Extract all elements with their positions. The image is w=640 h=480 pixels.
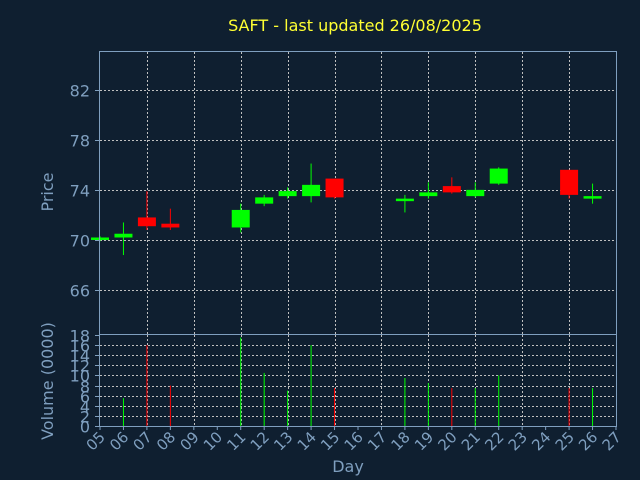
x-tick-label: 26 <box>575 428 601 454</box>
chart-title: SAFT - last updated 26/08/2025 <box>228 16 482 35</box>
volume-tick-label: 18 <box>70 327 90 346</box>
price-axis-label: Price <box>38 172 57 211</box>
volume-tick-label: 0 <box>80 418 90 437</box>
volume-tick-label: 2 <box>80 408 90 427</box>
x-ticks: 0506070809101112131415161718192021222324… <box>83 426 625 454</box>
candle-body <box>466 189 485 197</box>
candle-body <box>278 191 297 197</box>
x-tick-label: 22 <box>481 428 507 454</box>
x-tick-label: 20 <box>434 428 460 454</box>
volume-tick-label: 10 <box>70 367 90 386</box>
candle-body <box>325 178 344 198</box>
x-tick-label: 10 <box>200 428 226 454</box>
volume-tick-label: 14 <box>70 347 90 366</box>
volume-tick-label: 6 <box>80 388 90 407</box>
price-tick-label: 70 <box>70 232 90 251</box>
candle-body <box>137 217 156 227</box>
x-tick-label: 23 <box>505 428 531 454</box>
x-tick-label: 09 <box>176 428 202 454</box>
candle-body <box>395 198 414 202</box>
volume-panel-frame <box>99 334 617 427</box>
x-tick-label: 06 <box>106 428 132 454</box>
x-tick-label: 13 <box>270 428 296 454</box>
volume-axis-label: Volume (0000) <box>38 322 57 440</box>
volume-tick-label: 16 <box>70 337 90 356</box>
price-tick-label: 78 <box>70 132 90 151</box>
price-grid <box>100 52 616 334</box>
x-tick-label: 14 <box>294 428 320 454</box>
x-tick-label: 19 <box>411 428 437 454</box>
x-tick-label: 07 <box>130 428 156 454</box>
x-tick-label: 21 <box>458 428 484 454</box>
price-y-ticks: 66 70 74 78 82 <box>70 82 100 301</box>
candle-body <box>489 168 508 184</box>
x-tick-label: 17 <box>364 428 390 454</box>
volume-tick-label: 12 <box>70 357 90 376</box>
candle-body <box>583 196 602 199</box>
candle-body <box>231 209 250 228</box>
price-tick-label: 66 <box>70 282 90 301</box>
candle-body <box>255 197 274 204</box>
candle-body <box>302 184 321 197</box>
x-axis-label: Day <box>332 457 364 476</box>
x-tick-label: 16 <box>341 428 367 454</box>
price-panel-frame <box>99 51 617 335</box>
candle-body <box>442 186 461 193</box>
candle-body <box>161 223 180 228</box>
x-tick-label: 27 <box>599 428 625 454</box>
price-tick-label: 82 <box>70 82 90 101</box>
x-tick-label: 25 <box>552 428 578 454</box>
candle-body <box>114 233 133 238</box>
x-tick-label: 11 <box>223 428 249 454</box>
x-tick-label: 12 <box>247 428 273 454</box>
x-tick-label: 08 <box>153 428 179 454</box>
candle-body <box>560 169 579 195</box>
x-tick-label: 18 <box>388 428 414 454</box>
volume-tick-label: 4 <box>80 398 90 417</box>
x-tick-label: 24 <box>528 428 554 454</box>
volume-grid <box>100 335 616 426</box>
price-candles <box>91 163 602 256</box>
price-tick-label: 74 <box>70 182 90 201</box>
volume-bars <box>122 337 594 426</box>
x-tick-label: 15 <box>317 428 343 454</box>
candle-body <box>419 192 438 197</box>
volume-tick-label: 8 <box>80 378 90 397</box>
